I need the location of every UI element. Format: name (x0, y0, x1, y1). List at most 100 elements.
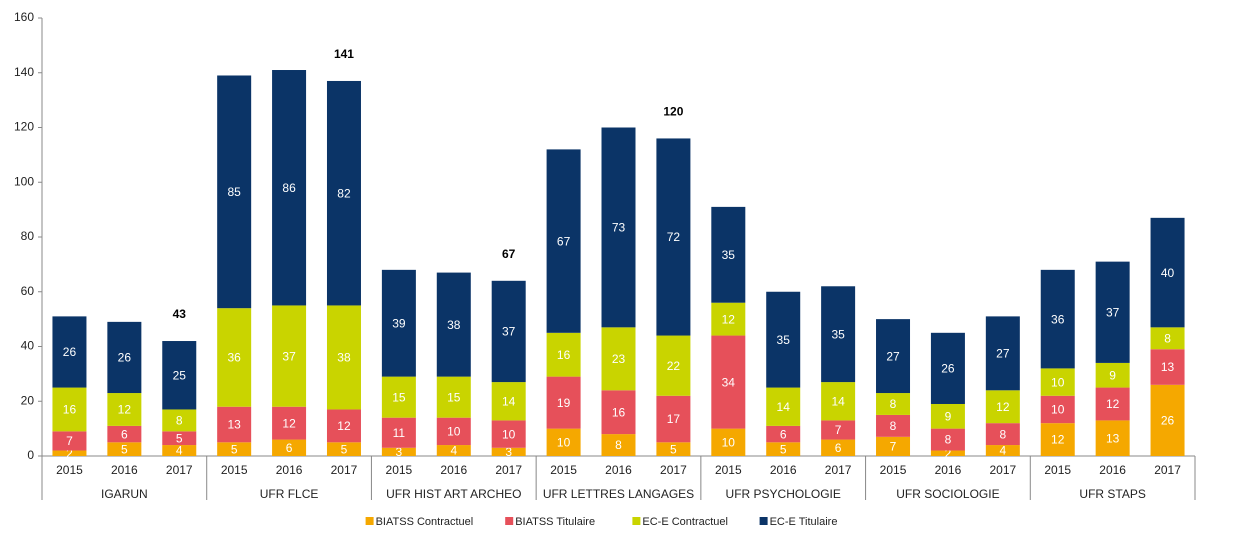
x-tick-label: 2017 (331, 463, 358, 477)
y-tick-label: 120 (14, 120, 34, 134)
bar-segment (1040, 423, 1075, 456)
bar-segment (876, 393, 911, 415)
data-label: 13 (227, 418, 241, 432)
bar-segment (52, 387, 87, 432)
bar-segment (381, 269, 416, 377)
bar-segment (1095, 420, 1130, 456)
data-label: 12 (282, 416, 296, 430)
data-label: 35 (722, 248, 736, 262)
bar-segment (52, 450, 87, 456)
data-label: 13 (1161, 360, 1175, 374)
data-label: 36 (227, 351, 241, 365)
data-label: 5 (121, 442, 128, 456)
bar-segment (876, 414, 911, 437)
data-label: 4 (999, 444, 1006, 458)
bar-segment (1040, 395, 1075, 424)
x-tick-label: 2016 (440, 463, 467, 477)
data-label: 9 (945, 409, 952, 423)
group-label: UFR STAPS (1079, 487, 1145, 501)
bar-segment (930, 403, 965, 429)
bar-segment (1040, 269, 1075, 369)
bar-segment (766, 387, 801, 426)
data-label: 16 (63, 403, 77, 417)
data-label: 85 (227, 185, 241, 199)
data-label: 4 (450, 444, 457, 458)
x-tick-label: 2017 (1154, 463, 1181, 477)
y-tick-label: 160 (14, 10, 34, 24)
bar-segment (217, 75, 252, 309)
bar-segment (436, 417, 471, 446)
x-tick-label: 2016 (111, 463, 138, 477)
data-label: 40 (1161, 266, 1175, 280)
data-label: 5 (670, 442, 677, 456)
data-label: 7 (835, 423, 842, 437)
bar-segment (107, 442, 142, 456)
group-label: UFR LETTRES LANGAGES (543, 487, 694, 501)
y-tick-label: 0 (27, 448, 34, 462)
legend-swatch (365, 517, 374, 525)
x-tick-label: 2015 (550, 463, 577, 477)
data-label: 16 (612, 405, 626, 419)
data-label: 12 (118, 403, 132, 417)
data-label: 26 (63, 345, 77, 359)
data-label: 4 (176, 444, 183, 458)
bar-segment (326, 80, 361, 306)
data-label: 10 (447, 425, 461, 439)
data-label: 12 (1051, 433, 1065, 447)
data-label: 12 (337, 419, 351, 433)
x-tick-label: 2015 (221, 463, 248, 477)
group-label: IGARUN (101, 487, 148, 501)
data-label: 12 (1106, 397, 1120, 411)
data-label: 7 (66, 434, 73, 448)
bar-segment (1040, 368, 1075, 396)
x-tick-label: 2015 (386, 463, 413, 477)
legend-swatch (759, 517, 768, 525)
data-label: 9 (1109, 368, 1116, 382)
data-label: 8 (615, 438, 622, 452)
x-tick-label: 2017 (495, 463, 522, 477)
data-label: 36 (1051, 312, 1065, 326)
data-label: 2 (66, 446, 73, 460)
x-tick-label: 2016 (276, 463, 303, 477)
bar-segment (272, 439, 307, 456)
y-tick-label: 40 (21, 339, 35, 353)
bar-segment (876, 436, 911, 456)
bar-segment (436, 445, 471, 456)
data-label: 2 (945, 446, 952, 460)
x-tick-label: 2015 (1044, 463, 1071, 477)
legend-label: BIATSS Contractuel (376, 516, 474, 528)
bar-segment (272, 305, 307, 407)
bar-segment (381, 376, 416, 418)
data-label: 19 (557, 396, 571, 410)
data-label: 10 (1051, 375, 1065, 389)
data-label: 8 (945, 433, 952, 447)
bar-segment (821, 286, 856, 383)
data-label: 6 (121, 427, 128, 441)
bar-segment (107, 425, 142, 443)
data-label: 22 (667, 359, 681, 373)
data-label: 35 (831, 327, 845, 341)
data-label: 37 (1106, 305, 1120, 319)
bar-segment (711, 428, 746, 456)
x-tick-label: 2017 (660, 463, 687, 477)
bar-segment (1095, 261, 1130, 363)
bar-segment (711, 206, 746, 303)
legend-label: BIATSS Titulaire (515, 516, 595, 528)
data-label: 14 (831, 394, 845, 408)
legend-swatch (505, 517, 514, 525)
bar-segment (491, 280, 526, 383)
data-label: 23 (612, 352, 626, 366)
data-label: 10 (1051, 403, 1065, 417)
x-tick-label: 2017 (166, 463, 193, 477)
data-label: 82 (337, 186, 351, 200)
data-label: 8 (1164, 331, 1171, 345)
annotation: 141 (334, 47, 354, 61)
bar-segment (217, 406, 252, 443)
data-label: 16 (557, 348, 571, 362)
bar-segment (162, 445, 197, 456)
bar-segment (217, 308, 252, 407)
data-label: 12 (996, 400, 1010, 414)
data-label: 14 (502, 394, 516, 408)
bar-segment (217, 442, 252, 456)
data-label: 27 (886, 349, 900, 363)
